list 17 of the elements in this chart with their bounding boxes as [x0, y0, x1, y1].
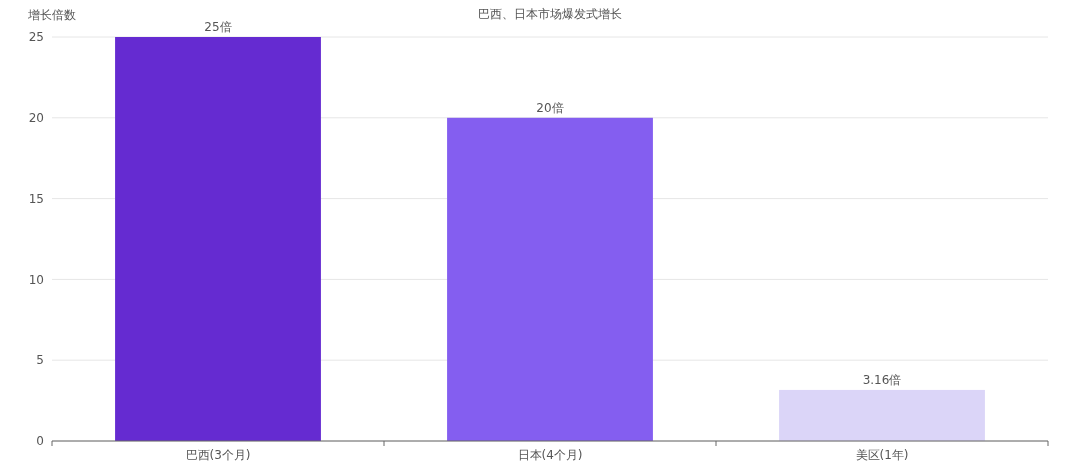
y-tick-label: 5 — [36, 353, 44, 368]
x-tick-label: 巴西(3个月) — [185, 448, 251, 462]
data-label: 25倍 — [204, 20, 232, 34]
data-label: 20倍 — [536, 100, 564, 115]
y-axis-title: 增长倍数 — [27, 8, 76, 22]
x-tick-label: 美区(1年) — [855, 448, 909, 462]
y-tick-label: 0 — [36, 434, 44, 449]
data-label: 3.16倍 — [862, 372, 902, 387]
y-tick-label: 15 — [28, 191, 44, 206]
y-tick-label: 10 — [28, 272, 44, 287]
bar — [447, 117, 653, 441]
chart-title: 巴西、日本市场爆发式增长 — [478, 7, 622, 21]
y-tick-label: 25 — [28, 30, 44, 45]
x-tick-label: 日本(4个月) — [517, 448, 583, 462]
bar — [779, 389, 985, 441]
y-tick-label: 20 — [28, 111, 44, 125]
bar — [115, 37, 321, 441]
